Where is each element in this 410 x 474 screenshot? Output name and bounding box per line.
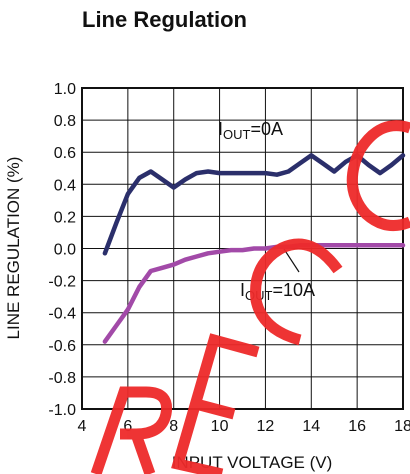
- y-tick-labels: 1.0 0.8 0.6 0.4 0.2 0.0 -0.2 -0.4 -0.6 -0.8 -1.0: [48, 81, 76, 419]
- y-tick-label: -0.4: [48, 306, 76, 323]
- y-axis-label: LINE REGULATION (%): [4, 157, 23, 340]
- x-tick-label: 8: [169, 418, 178, 435]
- y-tick-label: 1.0: [54, 81, 76, 98]
- y-tick-label: -0.6: [48, 338, 76, 355]
- x-tick-label: 16: [348, 418, 366, 435]
- watermark-letter-r: [90, 386, 173, 474]
- y-tick-label: 0.4: [54, 177, 76, 194]
- x-tick-label: 10: [211, 418, 229, 435]
- y-tick-label: 0.0: [54, 242, 76, 259]
- x-tick-labels: 4 6 8 10 12 14 16 18: [78, 418, 410, 435]
- watermark-letter-e: [171, 333, 260, 474]
- x-tick-label: 4: [78, 418, 87, 435]
- annotation-leader-10a: [283, 248, 300, 273]
- plot-frame: [81, 87, 404, 410]
- y-tick-label: -1.0: [48, 402, 76, 419]
- x-tick-label: 12: [257, 418, 275, 435]
- annotation-iout-0a: IOUT=0A: [218, 119, 283, 142]
- y-tick-label: 0.8: [54, 113, 76, 130]
- y-tick-label: -0.2: [48, 274, 76, 291]
- x-tick-label: 6: [123, 418, 132, 435]
- watermark: [90, 120, 410, 474]
- y-tick-label: -0.8: [48, 370, 76, 387]
- watermark-letter-c-2: [346, 120, 410, 232]
- watermark-letter-c-1: [250, 238, 343, 346]
- x-tick-label: 18: [394, 418, 410, 435]
- y-tick-label: 0.2: [54, 209, 76, 226]
- x-tick-label: 14: [302, 418, 320, 435]
- y-tick-label: 0.6: [54, 145, 76, 162]
- chart-title: Line Regulation: [82, 7, 247, 32]
